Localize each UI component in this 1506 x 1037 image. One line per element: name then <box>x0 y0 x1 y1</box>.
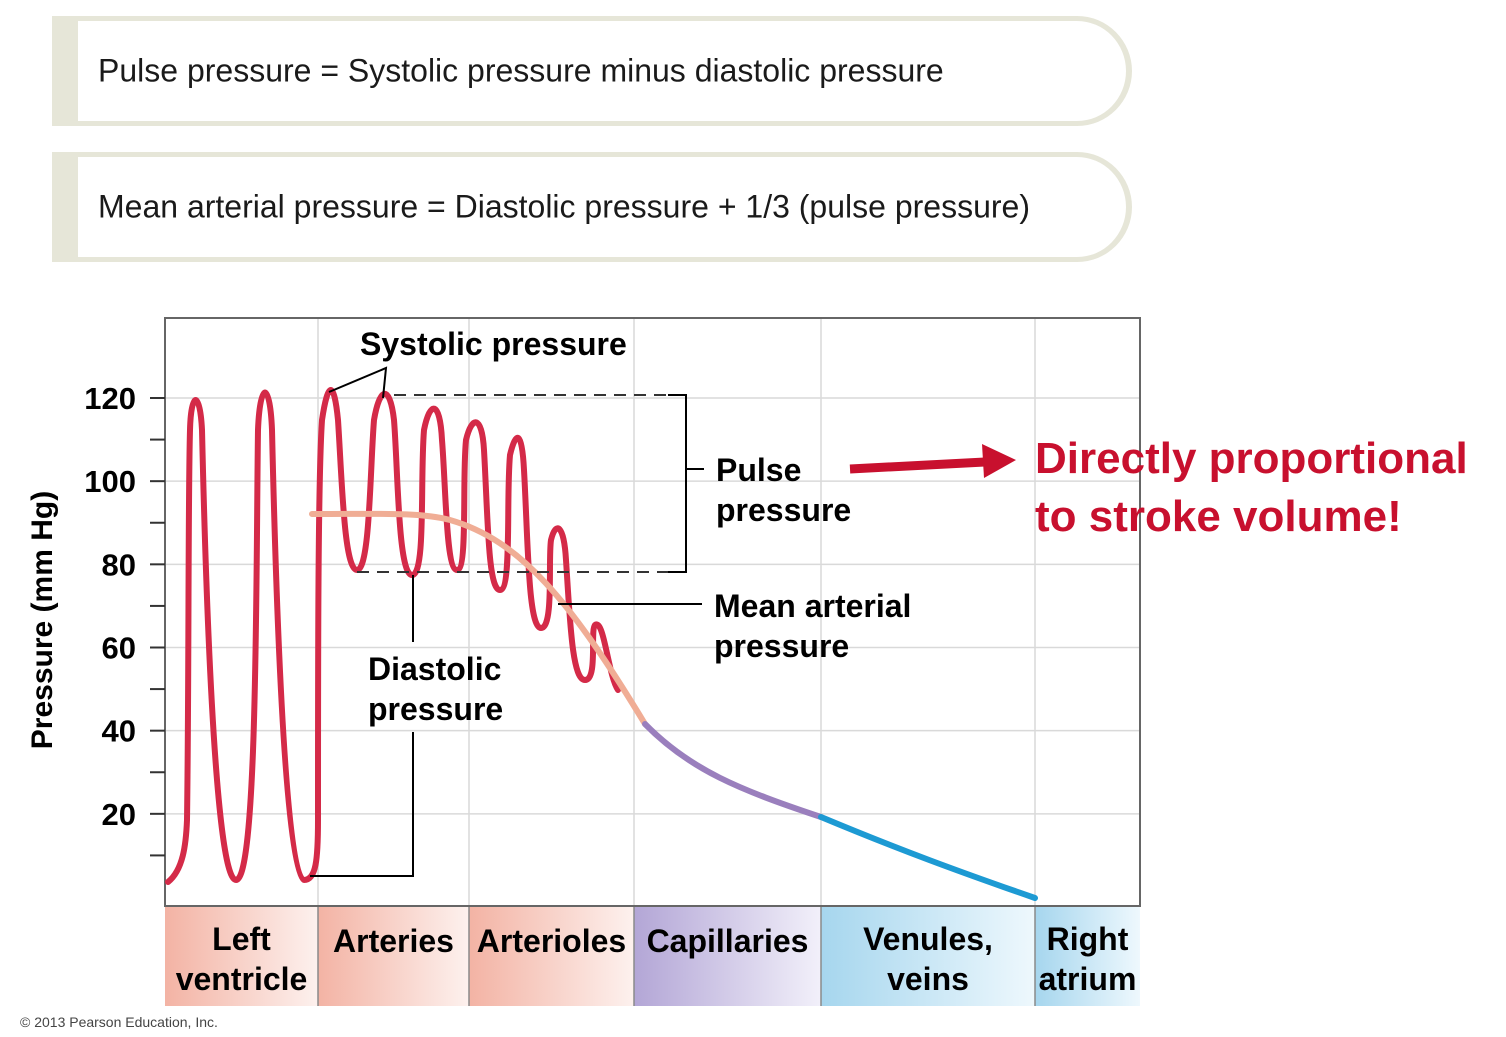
region-label-2-0: Arterioles <box>477 923 626 959</box>
pulse-pressure-formula: Pulse pressure = Systolic pressure minus… <box>98 52 944 89</box>
mean-arterial-pressure-label-1: Mean arterial <box>714 588 911 624</box>
region-label-5-1: atrium <box>1039 961 1137 997</box>
y-tick-label-3: 80 <box>102 547 136 582</box>
region-block-0 <box>165 906 318 1006</box>
y-tick-label-4: 100 <box>84 464 136 499</box>
region-label-0-1: ventricle <box>176 961 308 997</box>
region-label-4-0: Venules, <box>863 921 993 957</box>
pulse-pressure-label-2: pressure <box>716 492 851 528</box>
pulse-pressure-label-1: Pulse <box>716 452 801 488</box>
y-tick-label-1: 40 <box>102 714 136 749</box>
region-block-5 <box>1035 906 1140 1006</box>
region-block-3 <box>634 906 821 1006</box>
callout-arrowhead <box>982 444 1016 478</box>
mean-arterial-pressure-formula: Mean arterial pressure = Diastolic press… <box>98 188 1030 225</box>
plot-frame <box>164 317 1141 907</box>
diastolic-leader-lower <box>310 732 414 877</box>
diastolic-pressure-label-2: pressure <box>368 691 503 727</box>
mean-arterial-pressure-label-2: pressure <box>714 628 849 664</box>
region-label-3-0: Capillaries <box>647 923 809 959</box>
copyright-text: © 2013 Pearson Education, Inc. <box>20 1014 218 1030</box>
callout-arrow <box>849 457 986 474</box>
region-block-2 <box>469 906 634 1006</box>
callout-line-2: to stroke volume! <box>1035 492 1402 541</box>
region-label-5-0: Right <box>1047 921 1129 957</box>
region-block-1 <box>318 906 469 1006</box>
mean-arterial-pressure-line <box>309 510 648 727</box>
ventricular-arterial-pressure-line <box>165 387 621 885</box>
region-block-4 <box>821 906 1035 1006</box>
y-axis-label: Pressure (mm Hg) <box>26 491 59 749</box>
y-tick-label-5: 120 <box>84 381 136 416</box>
pulse-pressure-bracket <box>668 394 687 573</box>
region-label-0-0: Left <box>212 921 271 957</box>
systolic-leader-line <box>328 366 388 399</box>
mean-arterial-pressure-formula-box: Mean arterial pressure = Diastolic press… <box>52 152 1132 262</box>
pulse-pressure-formula-box: Pulse pressure = Systolic pressure minus… <box>52 16 1132 126</box>
venous-pressure-line <box>818 814 1038 901</box>
callout-text: Directly proportional to stroke volume! <box>1035 430 1468 546</box>
diastolic-pressure-label-1: Diastolic <box>368 651 501 687</box>
y-tick-label-0: 20 <box>102 797 136 832</box>
region-label-4-1: veins <box>887 961 969 997</box>
region-label-1-0: Arteries <box>333 923 454 959</box>
capillary-pressure-line <box>642 721 824 820</box>
y-tick-label-2: 60 <box>102 631 136 666</box>
callout-line-1: Directly proportional <box>1035 434 1468 483</box>
systolic-pressure-label: Systolic pressure <box>360 326 627 362</box>
